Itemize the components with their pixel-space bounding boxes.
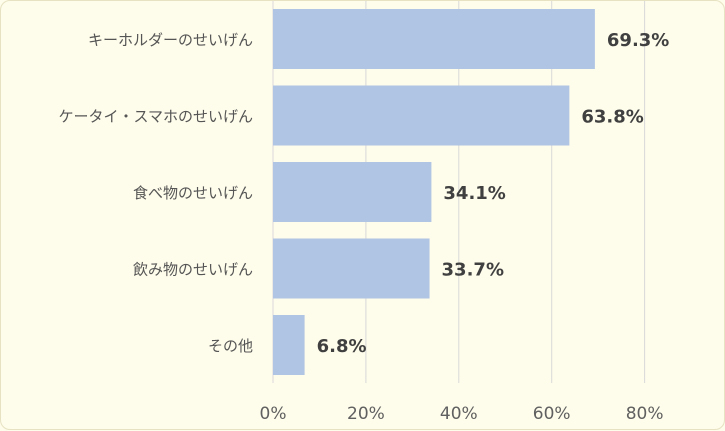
value-label: 33.7% xyxy=(442,260,504,281)
value-label: 6.8% xyxy=(317,336,367,357)
value-label: 34.1% xyxy=(443,183,505,204)
x-tick-label: 20% xyxy=(347,404,385,424)
value-labels: 69.3% 63.8% 34.1% 33.7% 6.8% xyxy=(317,30,670,357)
category-label: ケータイ・スマホのせいげん xyxy=(58,108,253,126)
x-tick-label: 80% xyxy=(626,404,664,424)
bar xyxy=(273,162,432,222)
x-tick-labels: 0% 20% 40% 60% 80% xyxy=(260,404,664,424)
category-label: 飲み物のせいげん xyxy=(133,261,253,279)
value-label: 63.8% xyxy=(581,107,643,128)
category-label: 食べ物のせいげん xyxy=(133,184,253,202)
value-label: 69.3% xyxy=(607,30,669,51)
bar xyxy=(273,85,570,146)
x-tick-label: 40% xyxy=(440,404,478,424)
bar xyxy=(273,9,595,69)
bar xyxy=(273,315,305,375)
category-label: キーホルダーのせいげん xyxy=(88,31,253,49)
category-label: その他 xyxy=(208,337,253,355)
bar xyxy=(273,238,430,299)
x-tick-label: 0% xyxy=(260,404,287,424)
x-tick-label: 60% xyxy=(533,404,571,424)
bars xyxy=(273,9,595,375)
category-labels: キーホルダーのせいげんケータイ・スマホのせいげん食べ物のせいげん飲み物のせいげん… xyxy=(58,31,253,355)
